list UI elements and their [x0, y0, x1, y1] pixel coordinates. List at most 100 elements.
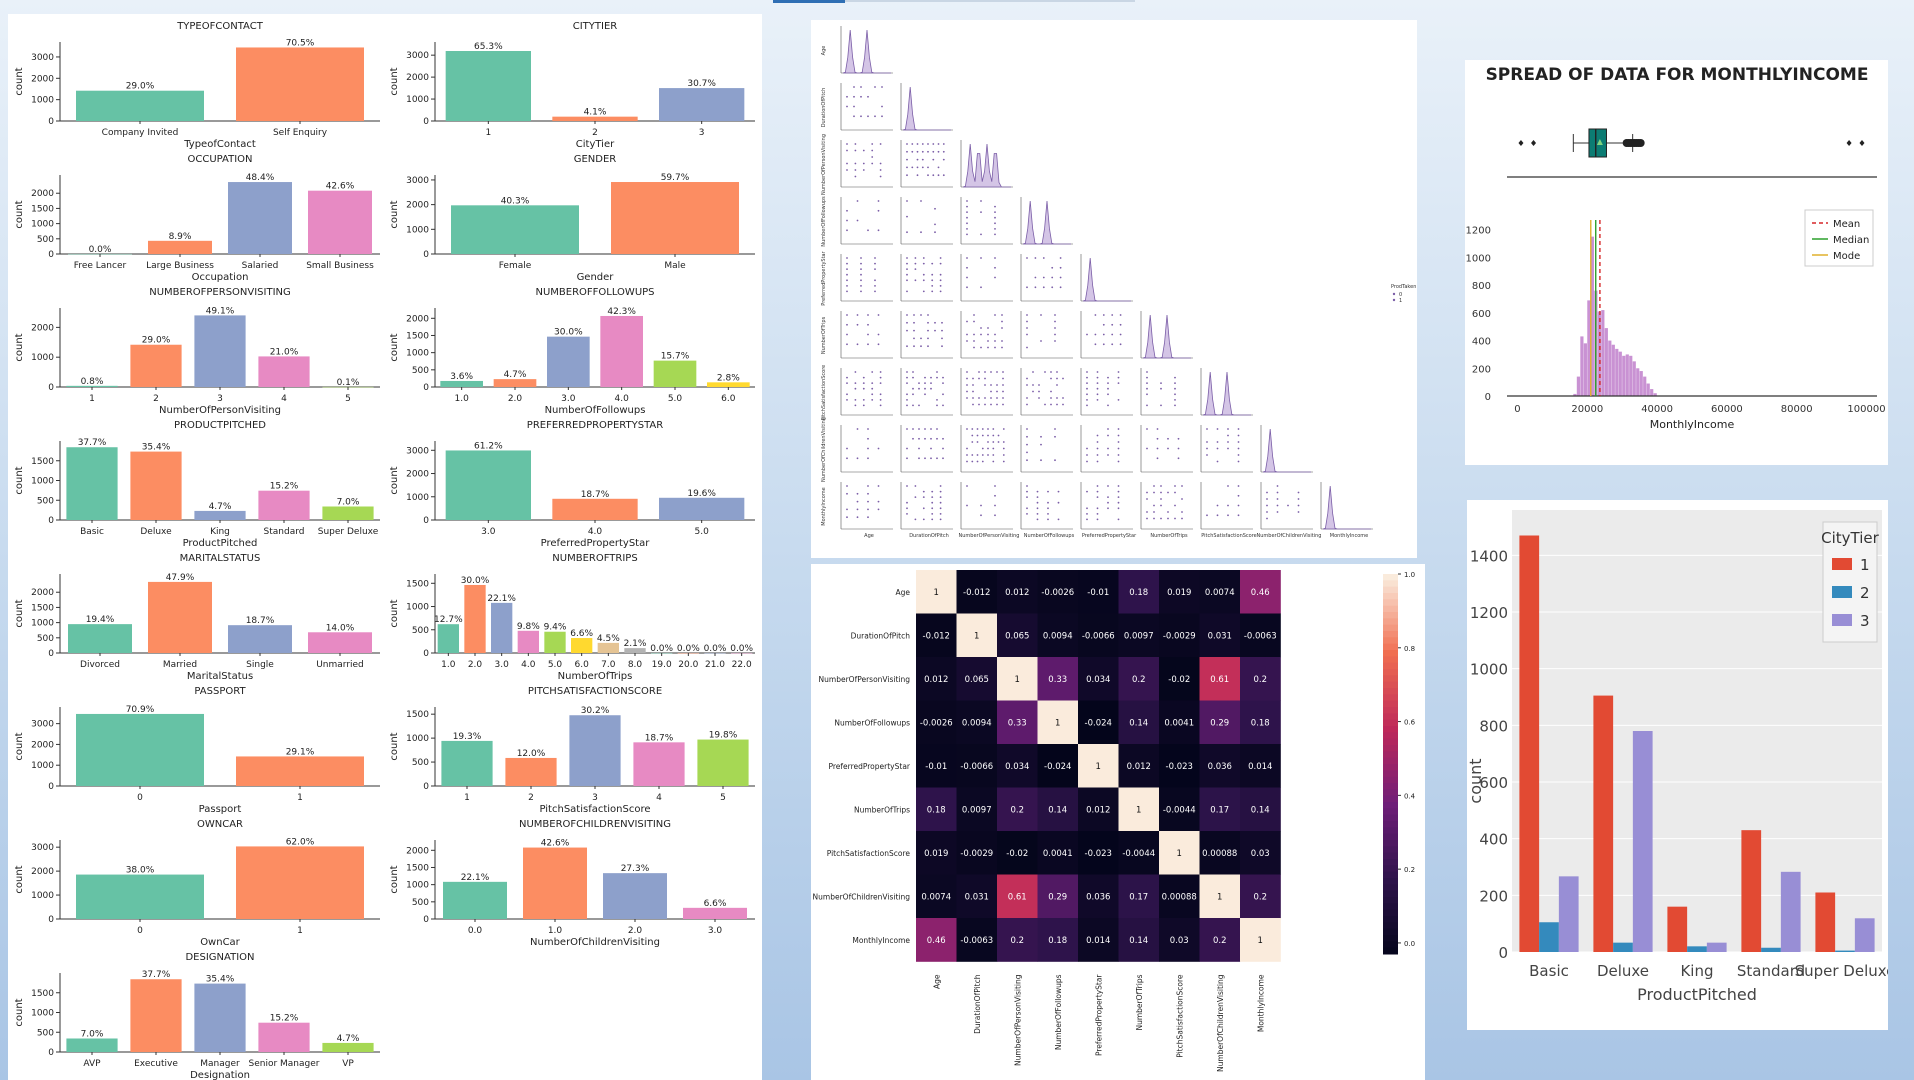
countplot-owncar: OWNCAR 0 1000 2000 3000 count 38.0% 0 62.0% 1 OwnC… [14, 819, 380, 948]
scatter-point [939, 501, 942, 504]
scatter-point [980, 233, 982, 236]
scatter-point [1096, 485, 1099, 487]
scatter-point [984, 377, 986, 380]
bar-tier-2 [1761, 947, 1781, 952]
colorbar-segment [1383, 732, 1398, 740]
scatter-point [914, 496, 917, 498]
heatmap-row-label: NumberOfFollowups [834, 718, 910, 727]
scatter-point [930, 376, 932, 379]
countplot-title: PASSPORT [194, 686, 246, 697]
x-tick-label: 22.0 [732, 660, 752, 670]
y-tick-label: 500 [37, 634, 54, 644]
heatmap-cell [1037, 874, 1079, 919]
scatter-point [1111, 323, 1114, 326]
countplot-passport: PASSPORT 0 1000 2000 3000 count 70.9% 0 29.1% 1 Pa… [14, 686, 380, 815]
scatter-point [918, 437, 920, 440]
scatter-point [1167, 517, 1169, 520]
heatmap-cell [1118, 657, 1160, 701]
scatter-point [916, 166, 919, 169]
legend-label: Mean [1833, 219, 1860, 230]
y-tick-label: 500 [37, 1028, 54, 1038]
scatter-point [1086, 513, 1088, 515]
scatter-point [906, 279, 908, 282]
heatmap-col-label: NumberOfFollowups [1054, 974, 1063, 1050]
bar [603, 873, 667, 919]
y-tick-label: 0 [423, 117, 429, 127]
scatter-point [906, 513, 908, 515]
scatter-point [1146, 393, 1148, 396]
bar-label: 19.3% [453, 732, 482, 742]
pairplot-cell [840, 482, 893, 530]
bar-label: 19.8% [709, 731, 738, 741]
legend-swatch [1832, 614, 1852, 626]
scatter-point [1181, 511, 1183, 513]
heatmap-value: 0.019 [1167, 588, 1191, 598]
scatter-point [990, 384, 992, 386]
heatmap-cell [916, 570, 957, 614]
scatter-point [854, 399, 857, 401]
scatter-point [918, 387, 920, 390]
heatmap-row-label: NumberOfTrips [854, 805, 910, 814]
bar [493, 379, 537, 387]
heatmap-row-label: NumberOfPersonVisiting [819, 675, 911, 684]
bar-label: 6.6% [704, 899, 727, 909]
y-tick-label: 3000 [31, 843, 54, 853]
y-tick-label: 500 [37, 496, 54, 506]
heatmap-cell [1159, 874, 1200, 919]
scatter-point [984, 371, 986, 373]
scatter-point [920, 314, 922, 316]
bar-label: 7.0% [337, 497, 360, 507]
y-axis-label: count [389, 200, 400, 228]
colorbar-segment [1383, 947, 1398, 955]
bar-label: 0.0% [89, 245, 112, 255]
colorbar-segment [1383, 878, 1398, 885]
pairplot-cell [1080, 425, 1133, 473]
bar-label: 9.8% [517, 622, 540, 632]
bar-label: 0.0% [650, 644, 673, 654]
histogram-bar [1608, 340, 1612, 396]
scatter-point [1206, 514, 1208, 517]
colorbar-segment [1383, 789, 1398, 797]
heatmap-col-label: PitchSatisfactionScore [1175, 974, 1184, 1058]
scatter-point [1237, 441, 1240, 443]
scatter-point [939, 485, 942, 487]
scatter-point [966, 200, 968, 202]
legend-swatch [1832, 558, 1852, 570]
scatter-point [918, 447, 920, 450]
scatter-point [936, 399, 938, 401]
scatter-point [966, 390, 968, 393]
pairplot-cell [1200, 368, 1253, 416]
colorbar-segment [1383, 770, 1398, 778]
scatter-point [1117, 501, 1120, 504]
scatter-point [906, 150, 908, 153]
scatter-point [1117, 460, 1120, 463]
heatmap-value: -0.024 [1085, 718, 1112, 728]
scatter-point [871, 149, 874, 152]
scatter-point [1059, 276, 1062, 279]
scatter-point [874, 268, 876, 270]
heatmap-value: 1 [1136, 805, 1141, 815]
scatter-point [881, 86, 883, 88]
colorbar-segment [1383, 821, 1398, 828]
bar [659, 497, 745, 520]
scatter-point [1086, 387, 1088, 390]
scatter-point [1056, 371, 1058, 373]
pairplot-x-label: NumberOfPersonVisiting [959, 533, 1020, 539]
pairplot-cell [960, 368, 1013, 416]
scatter-point [927, 314, 929, 316]
scatter-point [906, 273, 908, 276]
bar [322, 506, 374, 520]
scatter-point [931, 279, 934, 282]
heatmap-value: 0.036 [1208, 762, 1232, 772]
scatter-point [846, 279, 848, 282]
countplot-citytier: CITYTIER 0 1000 2000 3000 count 65.3% 1 4.1% 2 30.… [389, 21, 755, 150]
scatter-point [966, 205, 968, 208]
scatter-point [854, 175, 857, 178]
y-tick-label: 1500 [406, 579, 429, 589]
y-tick-label: 1000 [1470, 661, 1508, 679]
heatmap-cell [997, 787, 1038, 832]
bar-label: 18.7% [581, 490, 610, 500]
y-tick-label: 1000 [406, 603, 429, 613]
bar-tier-2 [1835, 950, 1855, 952]
scatter-point [994, 205, 996, 208]
